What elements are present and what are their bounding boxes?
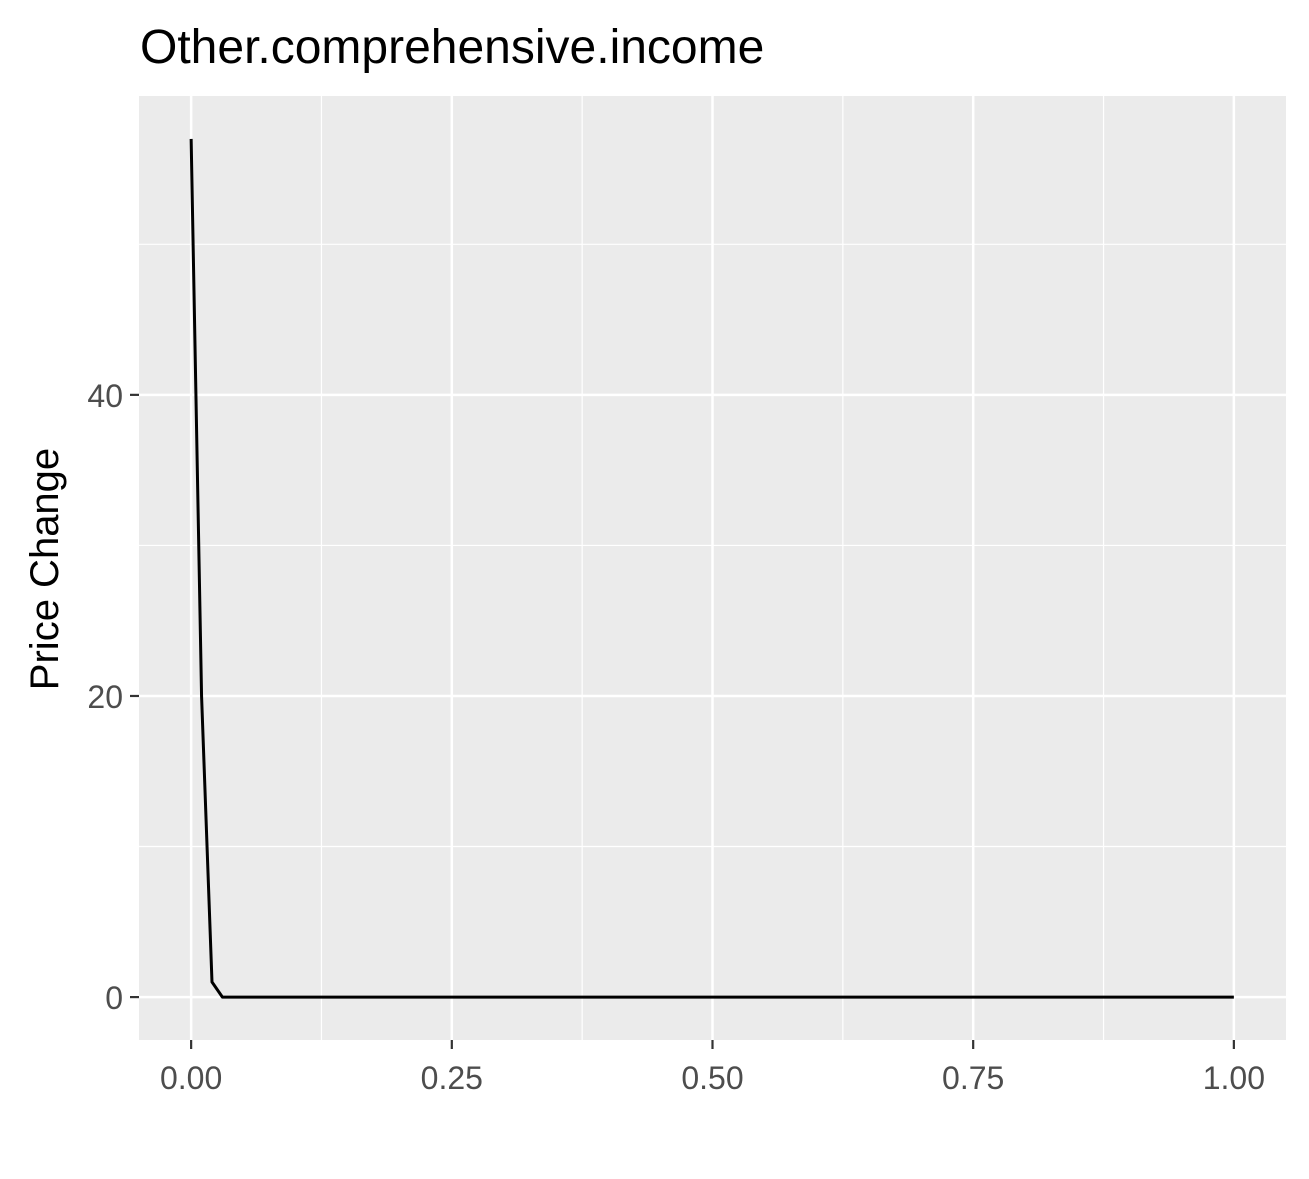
series-line: [189, 138, 1234, 999]
y-tick-label: 0: [105, 980, 123, 1016]
grid-major: [139, 96, 1286, 1040]
y-tick-label: 40: [87, 378, 123, 414]
x-tick-label: 0.25: [421, 1060, 483, 1096]
x-axis: 0.00 0.25 0.50 0.75 1.00: [160, 1040, 1265, 1096]
x-tick-label: 0.50: [681, 1060, 743, 1096]
y-axis: 0 20 40: [87, 378, 139, 1016]
y-tick-label: 20: [87, 679, 123, 715]
series-layer: [189, 138, 1234, 999]
x-tick-label: 0.75: [942, 1060, 1004, 1096]
x-tick-label: 1.00: [1203, 1060, 1265, 1096]
y-axis-title: Price Change: [23, 448, 67, 690]
x-tick-label: 0.00: [160, 1060, 222, 1096]
chart-title: Other.comprehensive.income: [140, 21, 764, 74]
